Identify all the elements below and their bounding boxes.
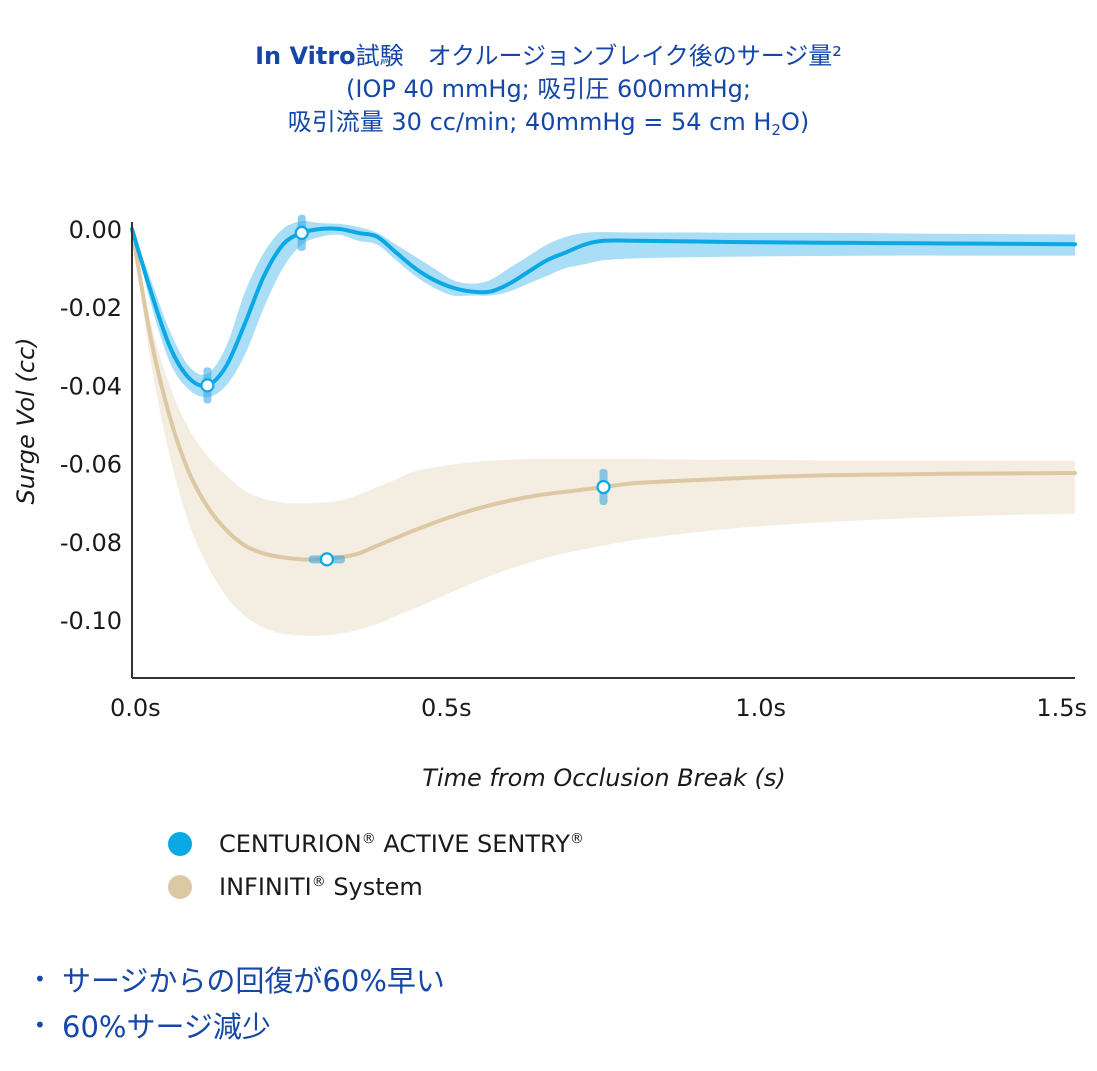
legend-label-centurion: CENTURION® ACTIVE SENTRY® bbox=[219, 830, 584, 858]
title-line-3-sub: 2 bbox=[771, 121, 781, 139]
legend-item-infiniti: INFINITI® System bbox=[168, 865, 584, 908]
title-line-1: In Vitro試験 オクルージョンブレイク後のサージ量² bbox=[0, 40, 1097, 73]
legend-centurion-reg1: ® bbox=[361, 830, 376, 847]
legend-centurion-reg2: ® bbox=[569, 830, 584, 847]
y-axis-title: Surge Vol (cc) bbox=[12, 337, 40, 504]
legend-infiniti-reg: ® bbox=[311, 873, 326, 890]
y-tick-label: -0.10 bbox=[60, 607, 122, 635]
x-tick-label: 1.0s bbox=[735, 694, 786, 722]
legend-centurion-name2: ACTIVE SENTRY bbox=[375, 829, 570, 858]
bullet-dot-icon: • bbox=[34, 967, 46, 991]
legend-item-centurion: CENTURION® ACTIVE SENTRY® bbox=[168, 822, 584, 865]
chart-title: In Vitro試験 オクルージョンブレイク後のサージ量² (IOP 40 mm… bbox=[0, 40, 1097, 139]
x-tick-label: 0.0s bbox=[110, 694, 161, 722]
bullet-text: 60%サージ減少 bbox=[62, 1010, 271, 1044]
x-tick-label: 1.5s bbox=[1036, 694, 1087, 722]
x-axis-title: Time from Occlusion Break (s) bbox=[422, 764, 786, 792]
legend-infiniti-name2: System bbox=[325, 872, 423, 901]
series-band-centurion bbox=[132, 220, 1075, 398]
legend-centurion-name: CENTURION bbox=[219, 829, 362, 858]
title-line-2: (IOP 40 mmHg; 吸引圧 600mmHg; bbox=[346, 75, 751, 103]
y-tick-label: -0.06 bbox=[60, 451, 122, 479]
bullet-dot-icon: • bbox=[34, 1013, 46, 1037]
series-line-centurion bbox=[130, 226, 1077, 388]
chart-legend: CENTURION® ACTIVE SENTRY® INFINITI® Syst… bbox=[168, 822, 584, 908]
bullet-item: • サージからの回復が60%早い bbox=[34, 956, 445, 1002]
bullet-text: サージからの回復が60%早い bbox=[62, 964, 445, 998]
y-tick-label: 0.00 bbox=[69, 216, 122, 244]
title-line-3-a: 吸引流量 30 cc/min; 40mmHg = 54 cm H bbox=[287, 108, 772, 136]
y-tick-label: -0.08 bbox=[60, 529, 122, 557]
y-tick-label: -0.04 bbox=[60, 372, 122, 400]
data-point-marker bbox=[596, 479, 611, 495]
title-line-3: 吸引流量 30 cc/min; 40mmHg = 54 cm H2O) bbox=[0, 106, 1097, 139]
legend-infiniti-name: INFINITI bbox=[219, 872, 312, 901]
legend-label-infiniti: INFINITI® System bbox=[219, 873, 423, 901]
series-band-infiniti bbox=[132, 229, 1075, 636]
bullet-item: • 60%サージ減少 bbox=[34, 1002, 445, 1048]
title-bold: In Vitro bbox=[255, 42, 356, 70]
title-line-1-rest: 試験 オクルージョンブレイク後のサージ量² bbox=[355, 42, 842, 70]
data-point-marker bbox=[319, 552, 334, 567]
data-point-marker bbox=[294, 225, 309, 241]
title-line-3-b: O) bbox=[780, 108, 810, 136]
legend-dot-infiniti bbox=[168, 874, 192, 899]
y-tick-label: -0.02 bbox=[60, 294, 122, 322]
series-line-infiniti bbox=[130, 227, 1077, 562]
key-findings: • サージからの回復が60%早い • 60%サージ減少 bbox=[34, 956, 445, 1048]
legend-dot-centurion bbox=[168, 831, 192, 856]
surge-chart: 0.00 -0.02 -0.04 -0.06 -0.08 -0.10 0.0s 0.5s 1.0… bbox=[12, 214, 1087, 792]
data-point-marker bbox=[200, 378, 215, 393]
x-tick-label: 0.5s bbox=[421, 694, 472, 722]
